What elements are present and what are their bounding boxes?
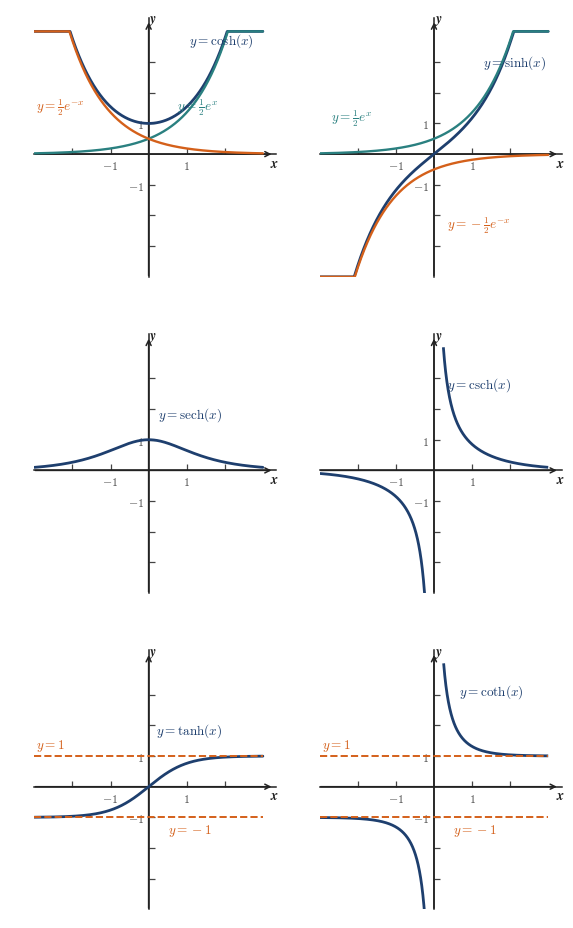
Text: $\boldsymbol{y}$: $\boldsymbol{y}$ <box>434 646 442 660</box>
Text: $\boldsymbol{x}$: $\boldsymbol{x}$ <box>556 472 565 486</box>
Text: $\boldsymbol{y}$: $\boldsymbol{y}$ <box>434 14 442 29</box>
Text: $y = \mathrm{csch}(x)$: $y = \mathrm{csch}(x)$ <box>448 376 512 394</box>
Text: $y = \sinh(x)$: $y = \sinh(x)$ <box>484 54 547 71</box>
Text: $\boldsymbol{x}$: $\boldsymbol{x}$ <box>270 157 280 171</box>
Text: $\boldsymbol{x}$: $\boldsymbol{x}$ <box>270 789 280 803</box>
Text: $y = \frac{1}{2}e^{x}$: $y = \frac{1}{2}e^{x}$ <box>331 108 372 128</box>
Text: $\boldsymbol{y}$: $\boldsymbol{y}$ <box>148 14 157 29</box>
Text: $\boldsymbol{x}$: $\boldsymbol{x}$ <box>556 157 565 171</box>
Text: $y = \cosh(x)$: $y = \cosh(x)$ <box>189 32 253 50</box>
Text: $y = \coth(x)$: $y = \coth(x)$ <box>459 683 524 701</box>
Text: $y = \mathrm{sech}(x)$: $y = \mathrm{sech}(x)$ <box>158 406 222 423</box>
Text: $\boldsymbol{y}$: $\boldsymbol{y}$ <box>148 646 157 660</box>
Text: $y = -1$: $y = -1$ <box>168 822 211 838</box>
Text: $\boldsymbol{y}$: $\boldsymbol{y}$ <box>434 330 442 344</box>
Text: $y = \frac{1}{2}e^{x}$: $y = \frac{1}{2}e^{x}$ <box>177 97 219 118</box>
Text: $y = 1$: $y = 1$ <box>321 738 351 754</box>
Text: $y = 1$: $y = 1$ <box>36 738 65 754</box>
Text: $y = \frac{1}{2}e^{-x}$: $y = \frac{1}{2}e^{-x}$ <box>36 97 85 118</box>
Text: $y = -\frac{1}{2}e^{-x}$: $y = -\frac{1}{2}e^{-x}$ <box>448 215 511 236</box>
Text: $y = \tanh(x)$: $y = \tanh(x)$ <box>156 721 222 739</box>
Text: $y = -1$: $y = -1$ <box>453 822 497 838</box>
Text: $\boldsymbol{x}$: $\boldsymbol{x}$ <box>556 789 565 803</box>
Text: $\boldsymbol{x}$: $\boldsymbol{x}$ <box>270 472 280 486</box>
Text: $\boldsymbol{y}$: $\boldsymbol{y}$ <box>148 330 157 344</box>
